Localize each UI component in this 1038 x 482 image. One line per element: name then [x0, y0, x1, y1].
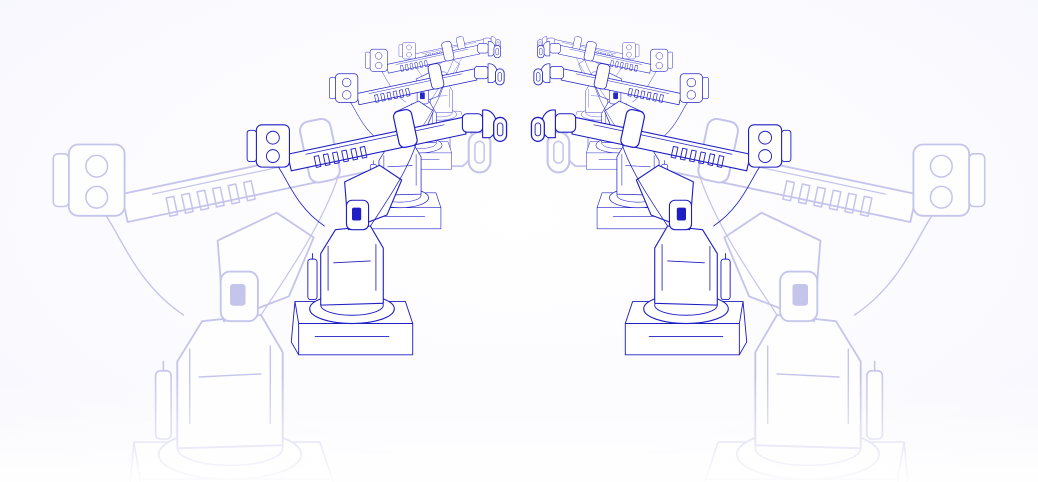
bottom-fade	[0, 0, 1038, 482]
blueprint-scene	[0, 0, 1038, 482]
robot-artwork	[0, 0, 1038, 482]
